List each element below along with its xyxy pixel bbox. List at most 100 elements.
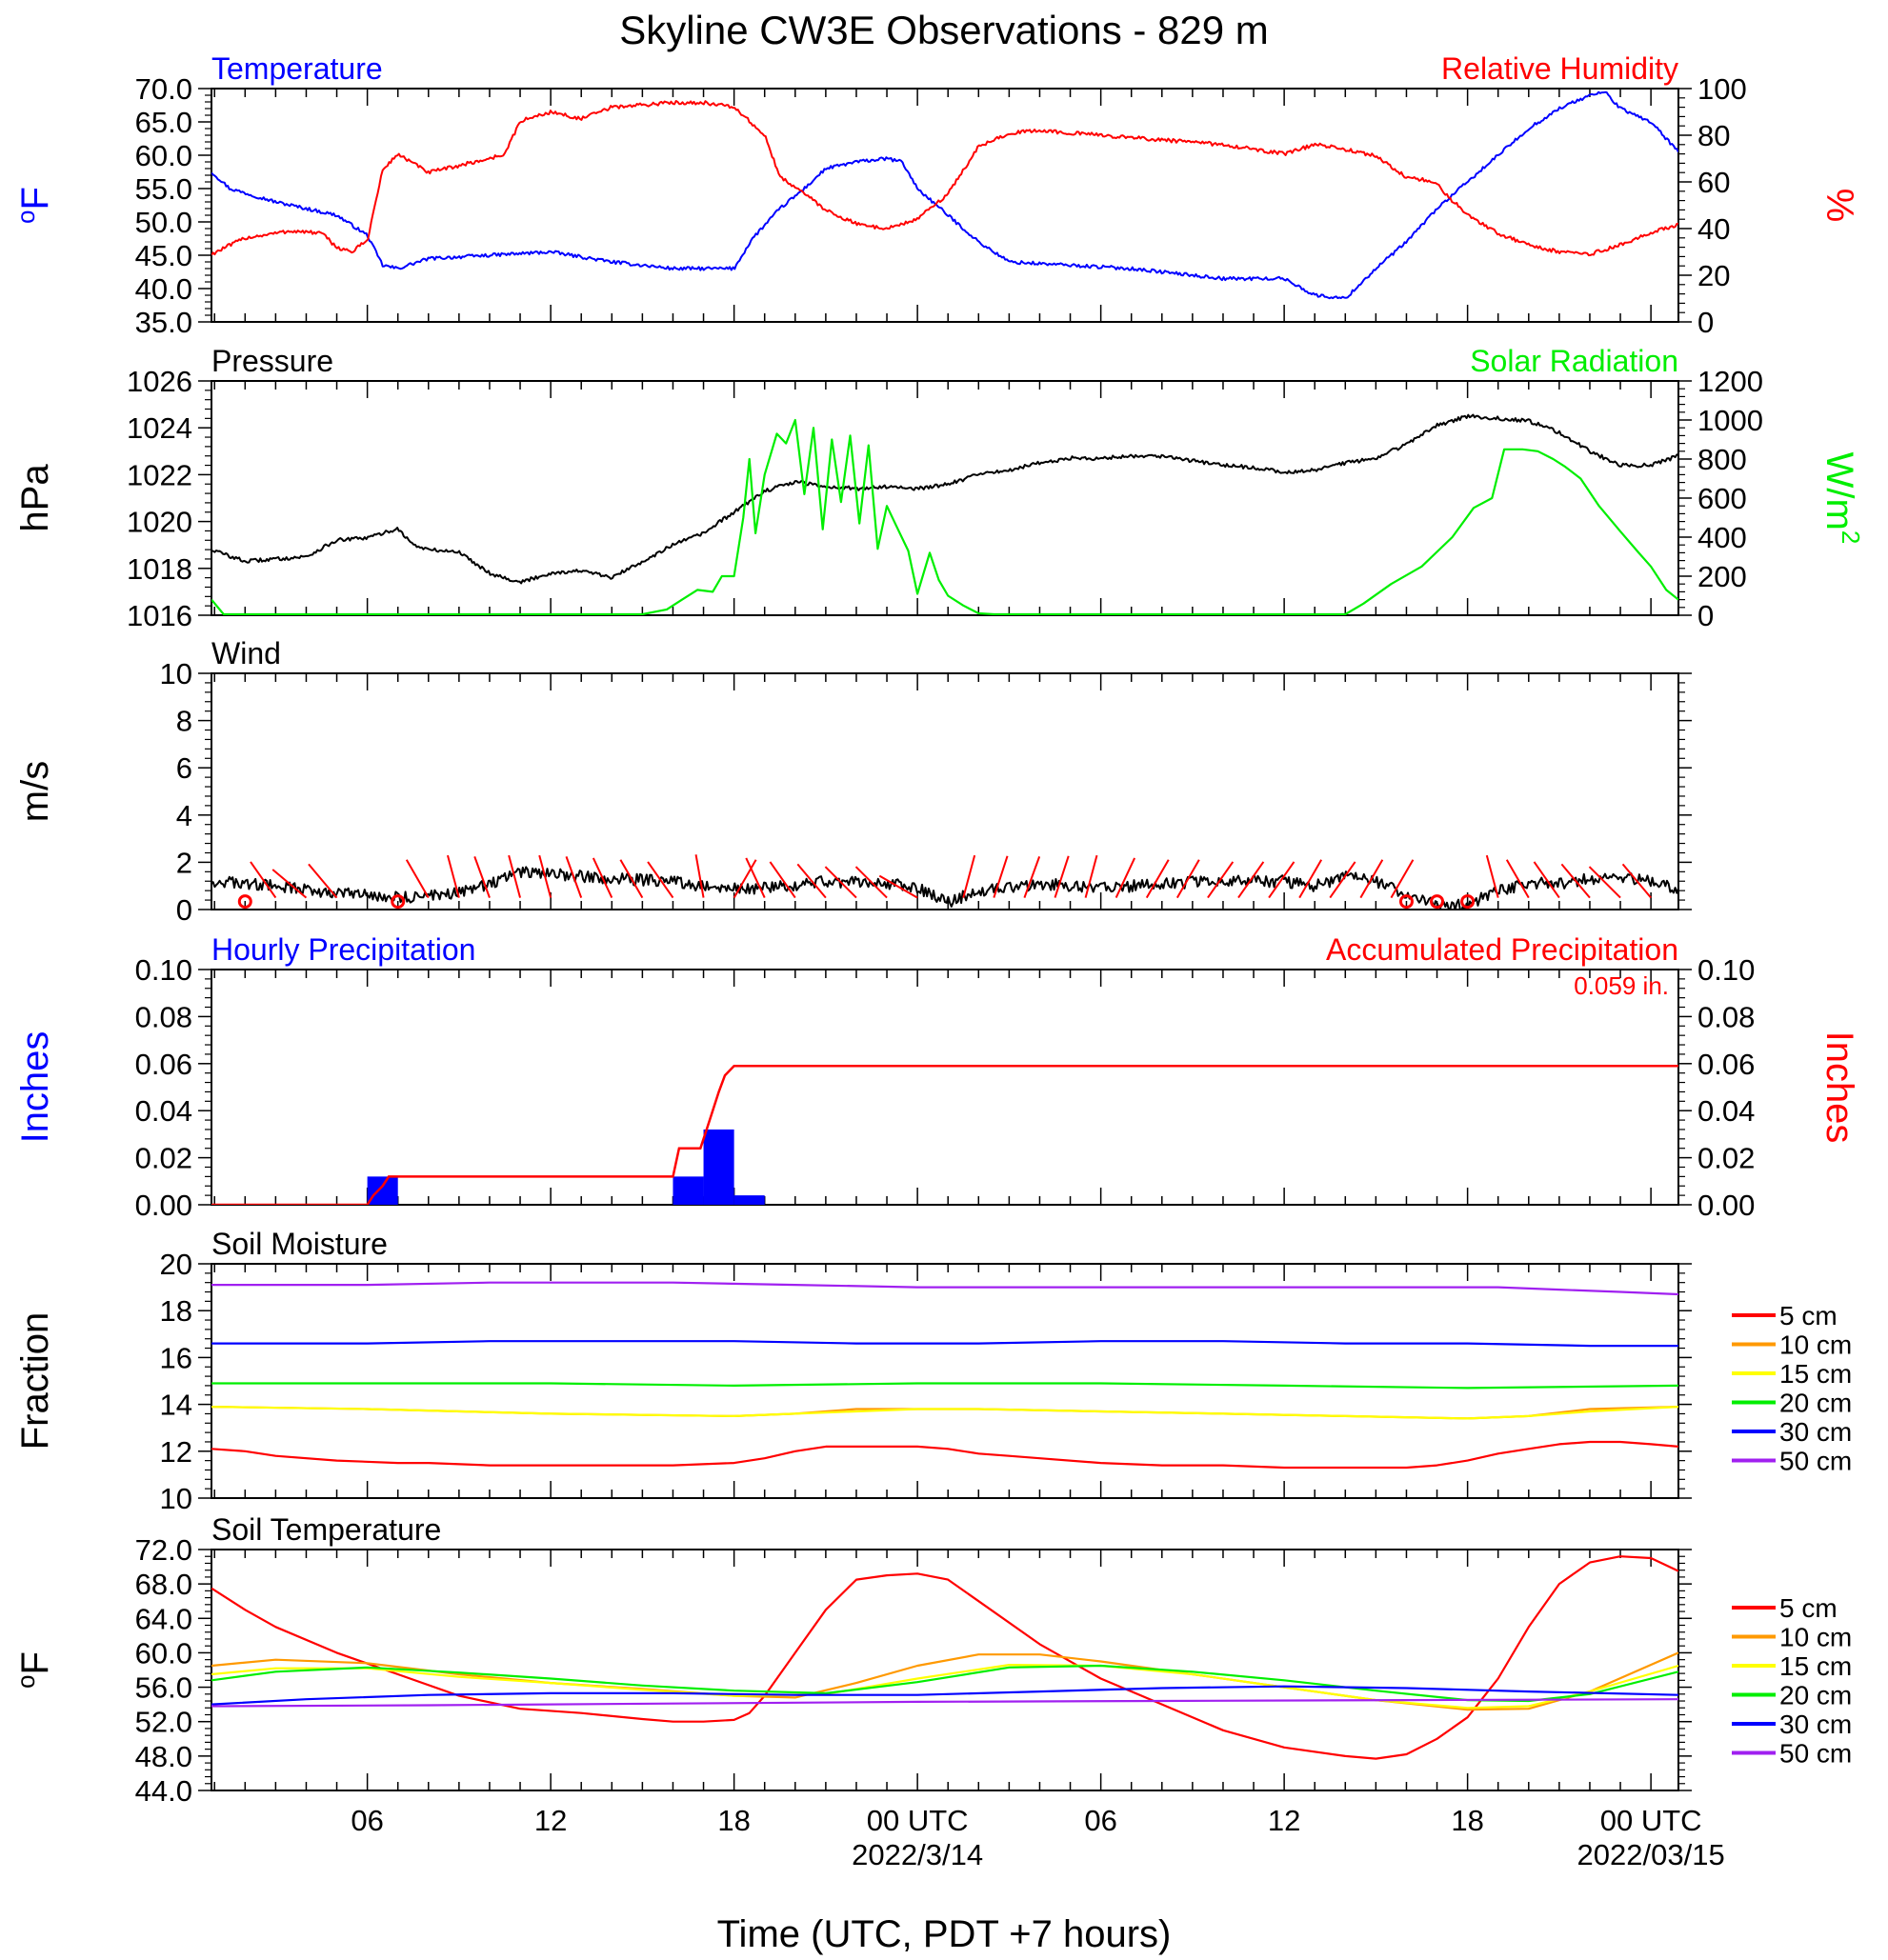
x-tick-date: 2022/03/15 bbox=[1577, 1838, 1725, 1871]
y-tick-label-left: 0.10 bbox=[135, 953, 192, 987]
y-axis-title-right: Inches bbox=[1818, 1031, 1860, 1144]
panel-title-left: Temperature bbox=[211, 51, 383, 86]
panel-soil_moisture: 10 12 14 16 18 20 Soil Moisture Fraction 5 cm10 … bbox=[14, 1227, 1852, 1515]
y-tick-label-left: 1022 bbox=[127, 458, 192, 491]
wind-barb bbox=[962, 854, 976, 898]
wind-barb bbox=[1390, 859, 1415, 899]
series-line-5cm bbox=[211, 1555, 1678, 1760]
series-line-0 bbox=[211, 866, 1678, 910]
y-tick-label-left: 45.0 bbox=[135, 239, 192, 272]
y-axis-title-right: % bbox=[1818, 189, 1860, 223]
wind-barb bbox=[769, 861, 796, 899]
wind-barb bbox=[447, 854, 460, 898]
y-tick-label-left: 10 bbox=[160, 1482, 192, 1515]
panel-wind: 0 2 4 6 8 10 Wind m/s bbox=[14, 636, 1692, 927]
wind-barb bbox=[1505, 859, 1530, 899]
wind-barb bbox=[1329, 861, 1356, 899]
panel-title-right: Relative Humidity bbox=[1441, 51, 1678, 86]
y-tick-label-left: 70.0 bbox=[135, 72, 192, 106]
y-tick-label-right: 1000 bbox=[1697, 404, 1763, 437]
y-tick-label-left: 40.0 bbox=[135, 272, 192, 306]
wind-barb bbox=[538, 854, 552, 898]
wind-barb bbox=[1560, 863, 1591, 899]
y-tick-label-left: 60.0 bbox=[135, 1636, 192, 1670]
y-tick-label-left: 52.0 bbox=[135, 1706, 192, 1739]
series-line-15cm bbox=[211, 1406, 1678, 1420]
legend-label: 15 cm bbox=[1779, 1651, 1852, 1681]
x-tick-label: 06 bbox=[1084, 1804, 1116, 1837]
plot-frame bbox=[211, 969, 1679, 1206]
panel-title-left: Pressure bbox=[211, 344, 333, 378]
legend-label: 30 cm bbox=[1779, 1417, 1852, 1447]
y-tick-label-left: 55.0 bbox=[135, 172, 192, 206]
y-tick-label-left: 20 bbox=[160, 1248, 192, 1281]
y-axis-title-left: hPa bbox=[14, 464, 56, 532]
y-tick-label-right: 0.10 bbox=[1697, 953, 1755, 987]
y-tick-label-right: 0 bbox=[1697, 306, 1714, 339]
wind-barb bbox=[1207, 861, 1235, 899]
series-line-30cm bbox=[211, 1340, 1678, 1348]
y-axis-title-left: m/s bbox=[14, 761, 56, 822]
wind-barb-calm bbox=[1430, 894, 1445, 910]
y-tick-label-left: 1020 bbox=[127, 506, 192, 539]
y-tick-label-right: 200 bbox=[1697, 560, 1747, 593]
y-tick-label-left: 50.0 bbox=[135, 206, 192, 239]
y-tick-label-right: 0.06 bbox=[1697, 1048, 1755, 1081]
wind-barb bbox=[619, 859, 644, 899]
wind-barb bbox=[647, 861, 674, 899]
wind-barb bbox=[1175, 859, 1200, 899]
y-tick-label-left: 64.0 bbox=[135, 1602, 192, 1635]
panel-temp_rh: 35.040.045.050.055.060.065.070.0 0 20 40 60 8… bbox=[11, 51, 1860, 339]
panel-title-left: Soil Moisture bbox=[211, 1227, 388, 1261]
y-tick-label-left: 1018 bbox=[127, 552, 192, 586]
y-tick-label-left: 72.0 bbox=[135, 1533, 192, 1567]
plot-area bbox=[211, 1065, 1678, 1205]
plot-frame bbox=[211, 1549, 1679, 1791]
y-tick-label-left: 10 bbox=[160, 657, 192, 690]
series-line-1 bbox=[211, 100, 1678, 257]
wind-barb-calm bbox=[237, 894, 252, 910]
y-tick-label-left: 0.04 bbox=[135, 1094, 192, 1128]
y-tick-label-left: 14 bbox=[160, 1389, 192, 1422]
y-axis-title-left: Inches bbox=[14, 1031, 56, 1144]
plot-frame bbox=[211, 88, 1679, 323]
wind-barb bbox=[854, 866, 888, 899]
figure-title: Skyline CW3E Observations - 829 m bbox=[619, 8, 1269, 52]
y-tick-label-right: 60 bbox=[1697, 166, 1730, 199]
plot-frame bbox=[211, 672, 1679, 910]
accumulated-total-label: 0.059 in. bbox=[1574, 971, 1669, 1000]
y-tick-label-left: 18 bbox=[160, 1294, 192, 1328]
panel-title-left: Soil Temperature bbox=[211, 1512, 441, 1547]
y-tick-label-left: 60.0 bbox=[135, 139, 192, 172]
y-tick-label-left: 1026 bbox=[127, 365, 192, 398]
wind-barb bbox=[1023, 856, 1041, 898]
y-tick-label-left: 6 bbox=[176, 751, 192, 785]
y-tick-label-right: 400 bbox=[1697, 521, 1747, 554]
series-line-30cm bbox=[211, 1685, 1678, 1706]
wind-barb bbox=[565, 856, 583, 898]
wind-barb-calm bbox=[1460, 894, 1476, 910]
y-tick-label-left: 35.0 bbox=[135, 306, 192, 339]
wind-barb bbox=[824, 866, 857, 899]
legend-label: 20 cm bbox=[1779, 1389, 1852, 1418]
y-tick-label-left: 2 bbox=[176, 846, 192, 879]
y-tick-label-right: 0.04 bbox=[1697, 1094, 1755, 1128]
x-tick-label: 18 bbox=[1451, 1804, 1483, 1837]
series-line-20cm bbox=[211, 1382, 1678, 1390]
y-tick-label-right: 20 bbox=[1697, 259, 1730, 292]
wind-barb bbox=[1359, 859, 1384, 899]
y-tick-label-right: 1200 bbox=[1697, 365, 1763, 398]
series-line-10cm bbox=[211, 1651, 1678, 1711]
y-tick-label-left: 8 bbox=[176, 705, 192, 738]
x-tick-label: 12 bbox=[1268, 1804, 1300, 1837]
y-tick-label-left: 0 bbox=[176, 893, 192, 927]
y-tick-label-left: 0.02 bbox=[135, 1142, 192, 1175]
y-tick-label-right: 0.08 bbox=[1697, 1000, 1755, 1033]
panel-pressure_solar: 1016 1018 1020 1022 1024 1026 0 200 400 600 800 100… bbox=[14, 344, 1865, 632]
wind-barb bbox=[405, 859, 430, 899]
legend-label: 10 cm bbox=[1779, 1623, 1852, 1652]
hourly-precip-bar bbox=[673, 1176, 704, 1205]
